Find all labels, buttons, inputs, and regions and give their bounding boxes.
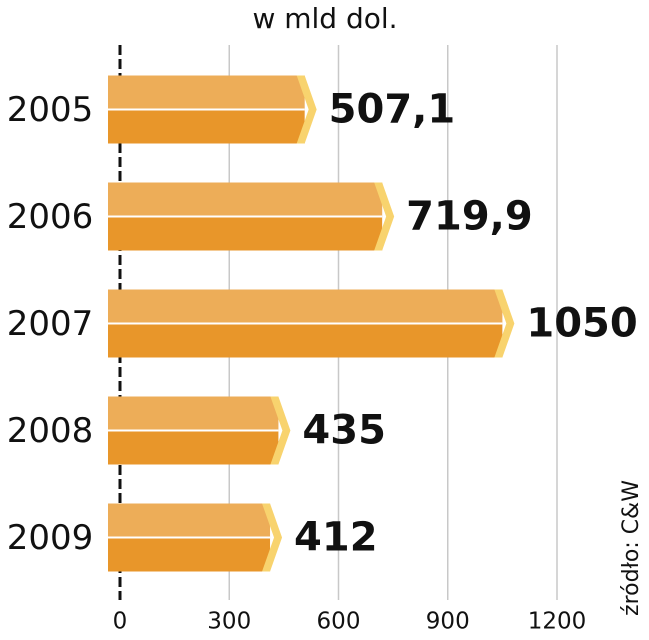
y-tick-label: 2009 (7, 518, 94, 558)
bar (108, 396, 291, 465)
value-label: 435 (302, 408, 386, 454)
y-tick-label: 2005 (7, 90, 94, 130)
y-tick-label: 2006 (7, 197, 94, 237)
bar (108, 289, 515, 358)
source-note: źródło: C&W (619, 480, 644, 616)
bar (108, 182, 395, 251)
chart-title: w mld dol. (252, 2, 397, 35)
bar (108, 75, 317, 144)
x-tick-label: 600 (317, 609, 361, 635)
y-tick-label: 2007 (7, 304, 94, 344)
value-label: 412 (294, 515, 378, 561)
bar (108, 503, 283, 572)
value-label: 719,9 (406, 194, 533, 240)
x-tick-label: 900 (426, 609, 470, 635)
x-tick-label: 1200 (528, 609, 587, 635)
y-tick-label: 2008 (7, 411, 94, 451)
value-label: 1050 (526, 301, 637, 347)
x-tick-label: 300 (207, 609, 251, 635)
value-label: 507,1 (329, 87, 456, 133)
x-tick-label: 0 (113, 609, 128, 635)
